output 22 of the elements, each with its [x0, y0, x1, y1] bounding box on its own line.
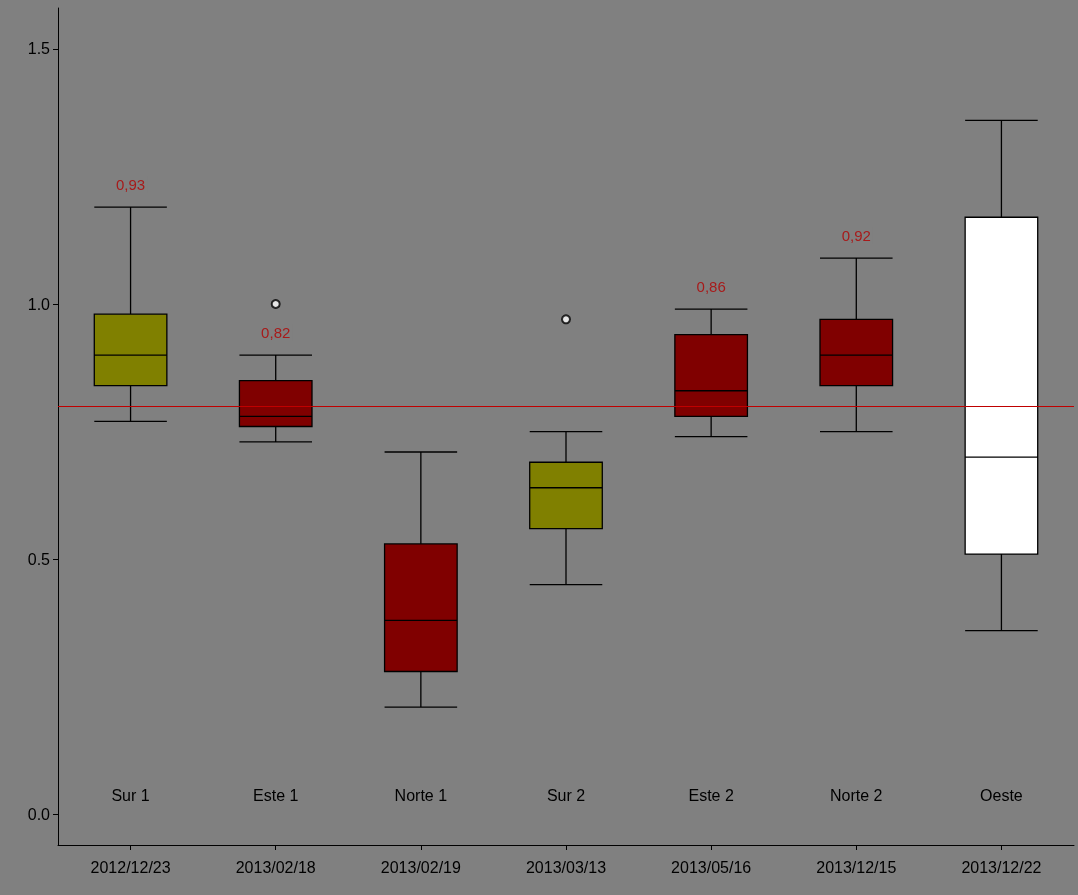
- y-tick-label: 1.5: [27, 40, 51, 58]
- text: 0,86: [696, 278, 726, 296]
- annotation: Oeste: [980, 786, 1023, 804]
- y-tick-label: 1.0: [27, 295, 51, 313]
- x-tick-label: 2013/12/15: [816, 858, 897, 876]
- x-tick-label: 2013/05/16: [671, 858, 752, 876]
- annotation: Norte 1: [394, 786, 448, 804]
- text: 0,93: [115, 176, 146, 194]
- y-tick-label: 0.0: [27, 805, 51, 823]
- annotation: Sur 2: [546, 786, 586, 804]
- text: 0,92: [841, 227, 871, 245]
- annotation: Norte 2: [830, 786, 883, 804]
- x-tick-label: 2013/03/13: [525, 858, 607, 876]
- x-tick-label: 2013/02/19: [380, 858, 461, 876]
- annotation: Sur 1: [111, 786, 150, 804]
- text: 0,82: [261, 324, 291, 342]
- annotation: Este 2: [688, 786, 734, 804]
- x-tick-label: 2012/12/23: [90, 858, 171, 876]
- x-tick-label: 2013/02/18: [235, 858, 316, 876]
- annotation: Este 1: [253, 786, 299, 804]
- y-tick-label: 0.5: [27, 550, 51, 568]
- x-tick-label: 2013/12/22: [961, 858, 1042, 876]
